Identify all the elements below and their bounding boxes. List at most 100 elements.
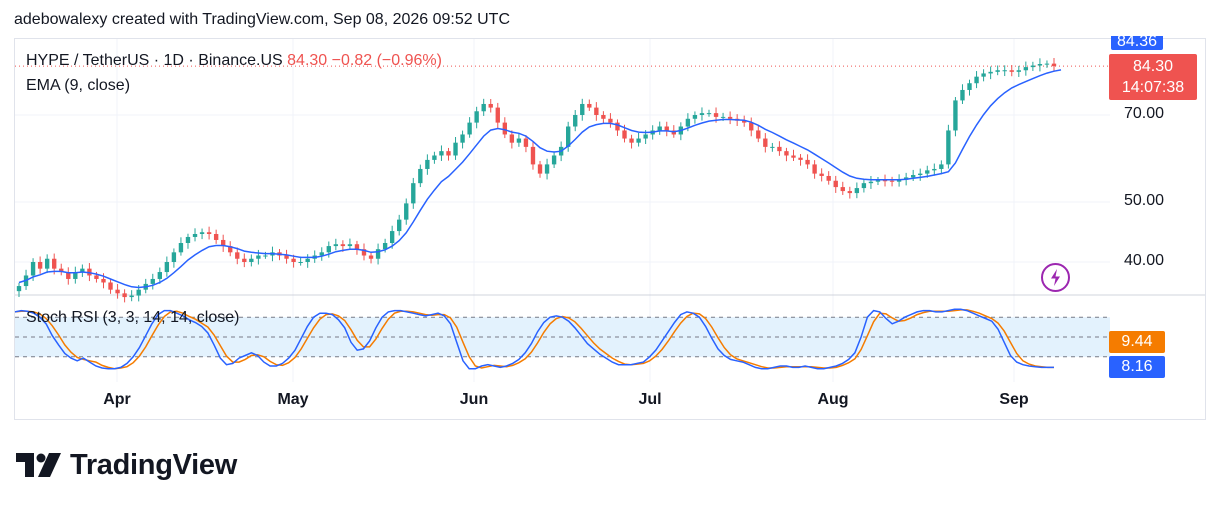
candle-body <box>242 258 247 262</box>
candle-body <box>425 159 430 169</box>
candle-body <box>354 244 360 250</box>
candle-body <box>1044 63 1050 65</box>
price-change-value: −0.82 (−0.96%) <box>331 52 442 69</box>
candle-body <box>30 262 36 276</box>
time-tick-label: Jun <box>459 391 489 408</box>
candle-body <box>1009 70 1014 72</box>
candle-body <box>178 243 184 253</box>
candle-body <box>847 191 852 194</box>
candle-body <box>833 180 838 188</box>
candle-body <box>375 249 381 259</box>
candle-body <box>129 295 134 298</box>
ema-line <box>18 69 1062 289</box>
candle-body <box>812 164 817 174</box>
candle-body <box>192 233 198 237</box>
lightning-icon-glyph <box>1051 269 1060 286</box>
candle-body <box>889 180 895 182</box>
candle-body <box>664 126 669 131</box>
candle-body <box>94 275 99 279</box>
candle-body <box>819 173 824 176</box>
last-price-tag: 84.30 14:07:38 <box>1109 54 1197 100</box>
candle-body <box>608 118 613 123</box>
candle-body <box>52 258 57 269</box>
candle-body <box>622 130 627 139</box>
candle-body <box>509 134 515 143</box>
candle-body <box>516 138 522 143</box>
candle-body <box>671 130 676 135</box>
lightning-icon[interactable] <box>1041 263 1070 292</box>
candle-body <box>699 113 705 115</box>
candle-body <box>932 168 937 171</box>
symbol-legend[interactable]: HYPE / TetherUS · 1D · Binance.US 84.30 … <box>26 52 442 70</box>
candle-body <box>882 180 888 182</box>
candle-body <box>1030 65 1036 68</box>
candle-body <box>953 100 958 131</box>
tradingview-logo-icon <box>16 453 61 477</box>
candle-body <box>727 116 733 119</box>
candle-body <box>44 258 50 269</box>
time-tick-label: Apr <box>103 391 131 408</box>
tradingview-logo[interactable]: TradingView <box>16 449 237 481</box>
candle-body <box>228 246 233 253</box>
candle-body <box>967 83 972 90</box>
time-tick-label: Sep <box>999 391 1029 408</box>
candle-body <box>911 175 916 178</box>
candle-body <box>326 246 331 253</box>
stoch-rsi-legend[interactable]: Stoch RSI (3, 3, 14, 14, close) <box>26 309 240 326</box>
candle-body <box>488 103 493 108</box>
candle-body <box>1051 63 1057 67</box>
ema-legend[interactable]: EMA (9, close) <box>26 77 131 94</box>
chart-frame[interactable] <box>14 38 1206 420</box>
candle-body <box>1037 63 1043 66</box>
candle-body <box>164 262 170 273</box>
candle-body <box>319 252 324 256</box>
candle-body <box>16 286 22 292</box>
candle-body <box>636 138 641 143</box>
candle-body <box>974 76 979 84</box>
tradingview-logo-text: TradingView <box>70 448 237 481</box>
candle-body <box>537 164 543 174</box>
candle-body <box>389 231 395 244</box>
candle-body <box>347 244 353 247</box>
candle-body <box>594 107 599 115</box>
candle-body <box>59 268 64 273</box>
candle-body <box>805 159 810 165</box>
candle-body <box>946 130 951 165</box>
candle-body <box>742 120 747 123</box>
candle-body <box>573 115 578 127</box>
candle-body <box>213 233 219 240</box>
stoch-d-tag: 8.16 <box>1109 356 1165 378</box>
symbol-title: HYPE / TetherUS · 1D · Binance.US <box>26 52 283 69</box>
candle-body <box>467 122 472 135</box>
candle-body <box>340 244 346 247</box>
candle-body <box>37 262 43 269</box>
candle-body <box>587 103 592 108</box>
last-price-tag-value: 84.30 <box>1132 58 1174 75</box>
candle-body <box>157 272 162 279</box>
candle-body <box>411 183 416 204</box>
candle-body <box>692 115 698 119</box>
candle-body <box>368 255 374 259</box>
time-tick-label: Jul <box>638 391 662 408</box>
candle-body <box>495 107 500 123</box>
candle-body <box>1002 70 1007 72</box>
candle-body <box>988 71 993 74</box>
candle-body <box>791 155 796 158</box>
candle-body <box>798 157 803 160</box>
candle-body <box>305 258 310 262</box>
chart-canvas[interactable] <box>0 0 1220 430</box>
candle-body <box>136 289 141 296</box>
candle-body <box>199 232 205 234</box>
candle-body <box>720 116 726 118</box>
candle-body <box>171 252 177 262</box>
candle-body <box>101 278 106 283</box>
candle-body <box>115 289 120 294</box>
candle-body <box>544 164 550 174</box>
candle-body <box>474 111 479 123</box>
candle-body <box>291 258 296 262</box>
candle-body <box>629 138 634 143</box>
candle-body <box>66 272 71 279</box>
stoch-k-line <box>14 308 1054 370</box>
candle-body <box>185 236 191 244</box>
candle-body <box>763 138 768 147</box>
